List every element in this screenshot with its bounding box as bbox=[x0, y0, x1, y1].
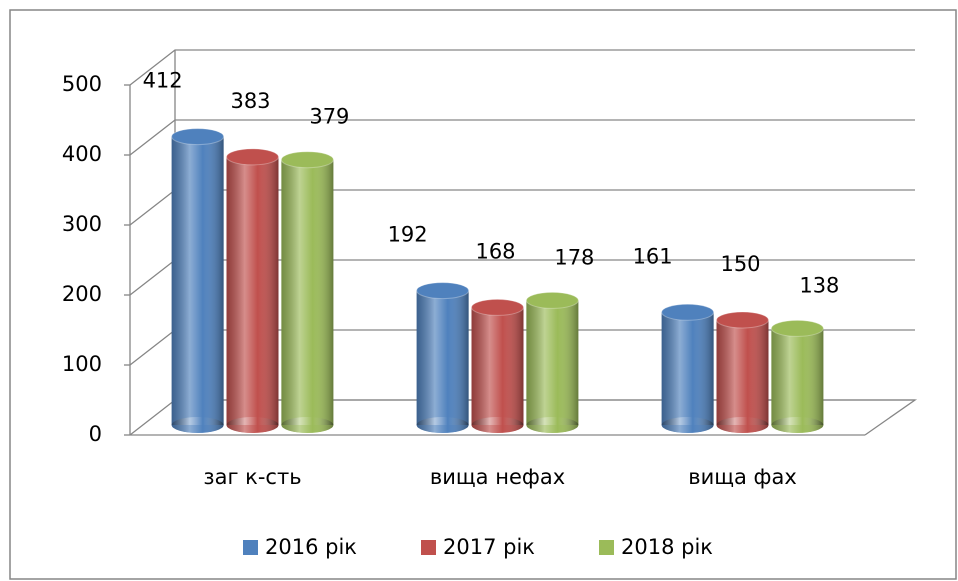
bar-shade bbox=[226, 156, 279, 425]
x-tick-label: заг к-сть bbox=[203, 465, 301, 489]
bar-shade bbox=[281, 159, 334, 425]
bar-shade bbox=[526, 300, 579, 425]
bar-shade-base bbox=[526, 417, 579, 433]
bar-shade bbox=[471, 307, 524, 425]
bar bbox=[416, 282, 470, 433]
bar bbox=[171, 128, 225, 433]
legend-swatch bbox=[599, 540, 614, 555]
legend-label: 2017 рік bbox=[443, 535, 535, 559]
y-tick-label: 500 bbox=[62, 72, 102, 96]
bar bbox=[280, 151, 334, 433]
data-label: 412 bbox=[143, 69, 183, 93]
data-label: 192 bbox=[388, 223, 428, 247]
x-tick-label: вища фах bbox=[688, 465, 797, 489]
y-tick-label: 0 bbox=[89, 422, 102, 446]
chart-frame bbox=[9, 9, 957, 580]
bar-shade bbox=[171, 136, 224, 425]
bar bbox=[471, 298, 524, 433]
y-tick-label: 200 bbox=[62, 282, 102, 306]
y-tick-label: 400 bbox=[62, 142, 102, 166]
bar-shade-base bbox=[771, 417, 824, 433]
bar-top bbox=[226, 148, 279, 166]
data-label: 161 bbox=[633, 244, 673, 268]
legend-label: 2016 рік bbox=[265, 535, 357, 559]
y-tick-label: 100 bbox=[62, 352, 102, 376]
y-tick-label: 300 bbox=[62, 212, 102, 236]
bar-shade-base bbox=[281, 417, 334, 433]
bar-top bbox=[661, 303, 715, 321]
x-tick-label: вища нефах bbox=[430, 465, 565, 489]
legend-swatch bbox=[421, 540, 436, 555]
bar-top bbox=[770, 319, 824, 337]
data-label: 379 bbox=[309, 105, 349, 129]
bar-top bbox=[416, 282, 470, 300]
legend-swatch bbox=[243, 540, 258, 555]
bar-shade-base bbox=[471, 417, 524, 433]
bar-top bbox=[525, 291, 579, 309]
legend-label: 2018 рік bbox=[621, 535, 713, 559]
grid-line bbox=[129, 49, 915, 86]
data-label: 138 bbox=[799, 273, 839, 297]
bar-shade bbox=[416, 290, 469, 425]
data-label: 383 bbox=[230, 89, 270, 113]
bar-top bbox=[171, 128, 225, 146]
bar-shade-base bbox=[416, 417, 469, 433]
data-label: 168 bbox=[475, 239, 515, 263]
bar-shade bbox=[661, 312, 714, 425]
bar-shade-base bbox=[171, 417, 224, 433]
bar bbox=[716, 311, 769, 433]
bar-shade-base bbox=[661, 417, 714, 433]
bar-shade bbox=[771, 328, 824, 425]
data-label: 178 bbox=[554, 245, 594, 269]
bar bbox=[770, 319, 824, 433]
bar-shade-base bbox=[716, 417, 769, 433]
bar-shade bbox=[716, 320, 769, 425]
bar bbox=[525, 291, 579, 433]
bar bbox=[226, 148, 279, 433]
data-label: 150 bbox=[720, 252, 760, 276]
bar-top bbox=[716, 311, 769, 329]
grid-line bbox=[129, 119, 915, 156]
bar-top bbox=[280, 151, 334, 169]
bar bbox=[661, 303, 715, 433]
bar-shade-base bbox=[226, 417, 279, 433]
bar-top bbox=[471, 298, 524, 316]
